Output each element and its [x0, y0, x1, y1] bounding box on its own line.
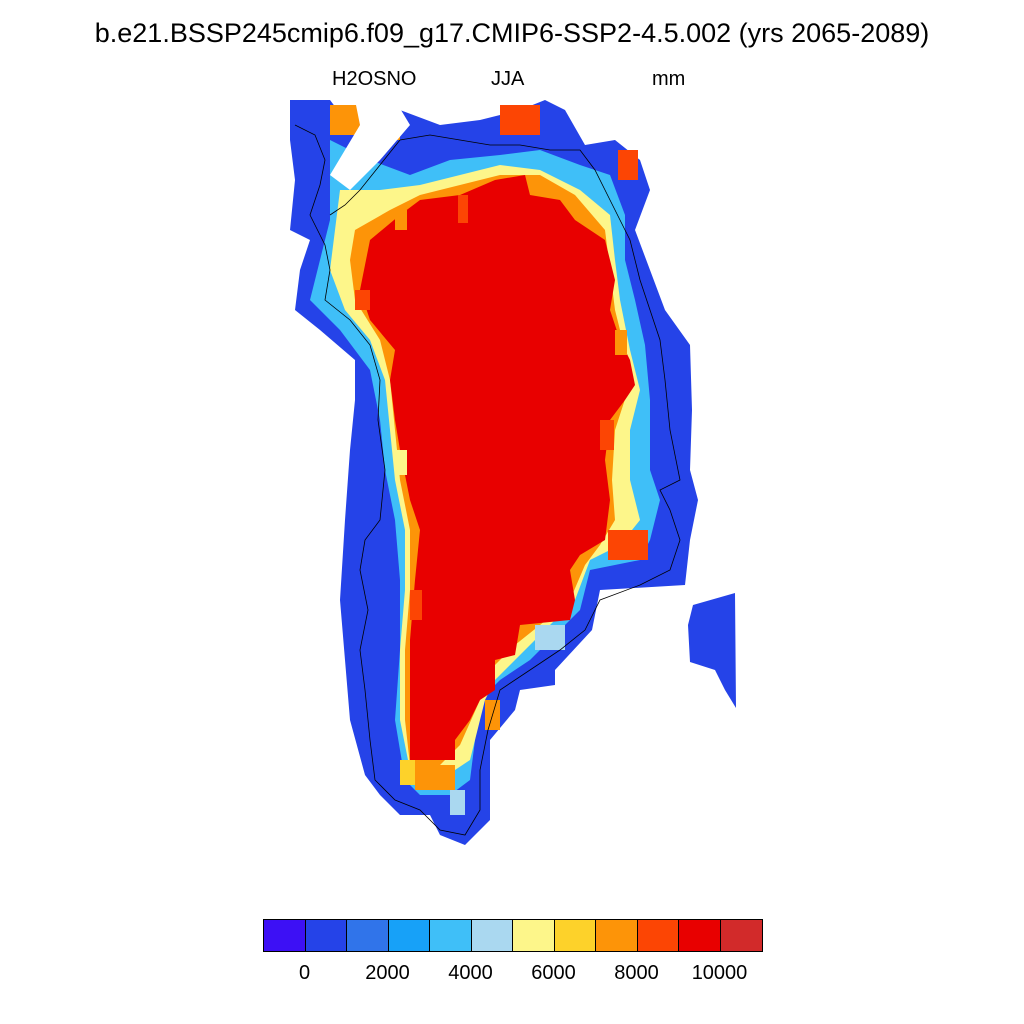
map-coastline	[294, 124, 681, 836]
map-gap	[330, 100, 410, 190]
map-tile	[500, 105, 540, 135]
colorbar-swatch	[554, 920, 596, 951]
units-label: mm	[652, 68, 686, 90]
colorbar-swatch	[471, 920, 513, 951]
map-tile	[615, 330, 627, 355]
variable-label: H2OSNO	[332, 68, 417, 90]
colorbar-swatch	[679, 920, 721, 951]
map-tile	[535, 625, 565, 650]
map-tile	[458, 195, 468, 223]
colorbar-tick-label: 4000	[448, 962, 493, 984]
colorbar-tick-label: 8000	[614, 962, 659, 984]
map-tile	[330, 105, 360, 135]
colorbar-swatch	[305, 920, 347, 951]
map-interior	[360, 175, 635, 760]
map-east-island	[688, 593, 736, 708]
colorbar-tick-label: 10000	[691, 962, 748, 984]
colorbar-swatch	[264, 920, 306, 951]
map-tile	[395, 450, 407, 475]
colorbar-swatch	[720, 920, 762, 951]
map-tile	[600, 420, 614, 450]
map-tile	[395, 210, 407, 230]
colorbar-tick-label: 2000	[365, 962, 410, 984]
colorbar	[263, 919, 763, 952]
map-tile	[415, 765, 455, 790]
colorbar-swatch	[388, 920, 430, 951]
colorbar-tick-label: 6000	[531, 962, 576, 984]
map-tile	[608, 530, 648, 560]
season-label: JJA	[491, 68, 525, 90]
map-tile	[410, 590, 422, 620]
colorbar-tick-label: 0	[298, 962, 311, 984]
colorbar-swatch	[637, 920, 679, 951]
figure-title: b.e21.BSSP245cmip6.f09_g17.CMIP6-SSP2-4.…	[94, 18, 930, 48]
colorbar-swatch	[513, 920, 555, 951]
map-tile	[400, 760, 415, 785]
map-tile	[355, 450, 375, 650]
colorbar-swatch	[347, 920, 389, 951]
colorbar-swatch	[430, 920, 472, 951]
map-tile	[618, 150, 638, 180]
map-tile	[450, 790, 465, 815]
map-tile	[355, 290, 370, 310]
colorbar-swatch	[596, 920, 638, 951]
